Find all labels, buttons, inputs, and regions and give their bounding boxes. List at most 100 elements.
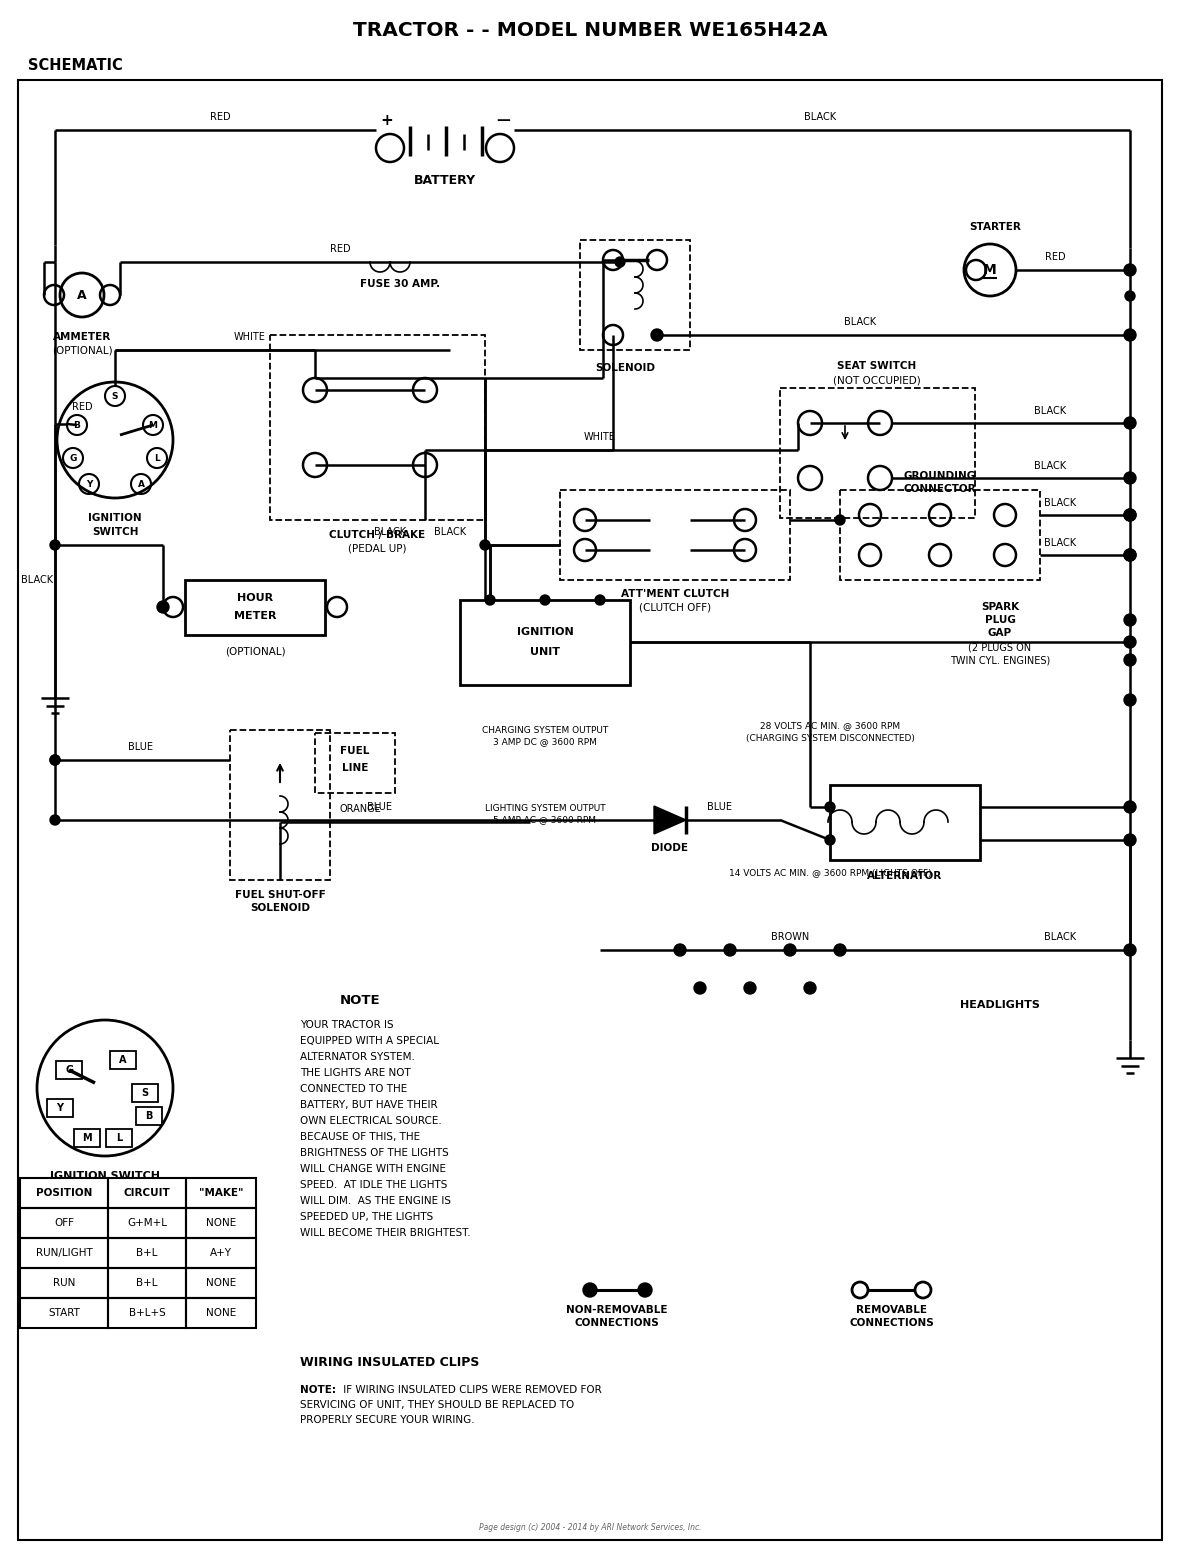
Bar xyxy=(230,730,330,881)
Text: B+L: B+L xyxy=(136,1247,158,1258)
Text: SOLENOID: SOLENOID xyxy=(595,364,655,373)
Bar xyxy=(186,1178,256,1208)
Text: BRIGHTNESS OF THE LIGHTS: BRIGHTNESS OF THE LIGHTS xyxy=(300,1149,448,1158)
Circle shape xyxy=(615,257,625,266)
Bar xyxy=(55,1061,81,1080)
Text: CONNECTIONS: CONNECTIONS xyxy=(850,1318,935,1327)
Text: ATT'MENT CLUTCH: ATT'MENT CLUTCH xyxy=(621,589,729,599)
Bar xyxy=(132,1084,158,1102)
Text: G: G xyxy=(70,453,77,462)
Text: FUSE 30 AMP.: FUSE 30 AMP. xyxy=(360,279,440,288)
Circle shape xyxy=(1125,263,1136,276)
Text: WILL BECOME THEIR BRIGHTEST.: WILL BECOME THEIR BRIGHTEST. xyxy=(300,1229,471,1238)
Text: SPEEDED UP, THE LIGHTS: SPEEDED UP, THE LIGHTS xyxy=(300,1211,433,1222)
Text: (CLUTCH OFF): (CLUTCH OFF) xyxy=(638,602,712,613)
Text: (OPTIONAL): (OPTIONAL) xyxy=(52,345,112,356)
Bar xyxy=(186,1297,256,1327)
Circle shape xyxy=(674,943,686,956)
Text: CONNECTOR: CONNECTOR xyxy=(904,484,976,494)
Bar xyxy=(20,1178,109,1208)
Text: POSITION: POSITION xyxy=(35,1188,92,1199)
Text: ALTERNATOR SYSTEM.: ALTERNATOR SYSTEM. xyxy=(300,1051,415,1062)
Text: BLACK: BLACK xyxy=(1044,498,1076,508)
Text: "MAKE": "MAKE" xyxy=(198,1188,243,1199)
Bar xyxy=(74,1128,100,1147)
Text: IGNITION: IGNITION xyxy=(517,627,573,638)
Circle shape xyxy=(480,541,490,550)
Circle shape xyxy=(651,329,663,342)
Text: B: B xyxy=(73,420,80,429)
Text: FUEL: FUEL xyxy=(340,746,369,755)
Text: B+L+S: B+L+S xyxy=(129,1308,165,1318)
Text: M: M xyxy=(149,420,157,429)
Text: NOTE: NOTE xyxy=(340,993,380,1006)
Bar xyxy=(20,1208,109,1238)
Text: BLACK: BLACK xyxy=(21,575,53,584)
Circle shape xyxy=(725,943,736,956)
Circle shape xyxy=(1125,834,1136,846)
Bar xyxy=(186,1238,256,1268)
Bar xyxy=(109,1297,186,1327)
Bar xyxy=(109,1268,186,1297)
Text: NONE: NONE xyxy=(205,1218,236,1229)
Text: TRACTOR - - MODEL NUMBER WE165H42A: TRACTOR - - MODEL NUMBER WE165H42A xyxy=(353,20,827,39)
Text: A: A xyxy=(138,480,144,489)
Text: (NOT OCCUPIED): (NOT OCCUPIED) xyxy=(833,375,920,385)
Text: ORANGE: ORANGE xyxy=(339,804,381,813)
Text: PROPERLY SECURE YOUR WIRING.: PROPERLY SECURE YOUR WIRING. xyxy=(300,1415,474,1424)
Text: 14 VOLTS AC MIN. @ 3600 RPM (LIGHTS OFF): 14 VOLTS AC MIN. @ 3600 RPM (LIGHTS OFF) xyxy=(729,868,931,878)
Bar xyxy=(136,1106,162,1125)
Circle shape xyxy=(50,541,60,550)
Circle shape xyxy=(638,1283,653,1297)
Circle shape xyxy=(1125,614,1136,625)
Bar xyxy=(186,1208,256,1238)
Text: SERVICING OF UNIT, THEY SHOULD BE REPLACED TO: SERVICING OF UNIT, THEY SHOULD BE REPLAC… xyxy=(300,1399,575,1410)
Text: IGNITION SWITCH: IGNITION SWITCH xyxy=(50,1171,160,1182)
Circle shape xyxy=(825,802,835,812)
Circle shape xyxy=(50,815,60,824)
Text: SPEED.  AT IDLE THE LIGHTS: SPEED. AT IDLE THE LIGHTS xyxy=(300,1180,447,1189)
Text: SWITCH: SWITCH xyxy=(92,527,138,537)
Text: WIRING INSULATED CLIPS: WIRING INSULATED CLIPS xyxy=(300,1357,479,1370)
Text: SOLENOID: SOLENOID xyxy=(250,903,310,914)
Text: A: A xyxy=(77,288,87,301)
Text: TWIN CYL. ENGINES): TWIN CYL. ENGINES) xyxy=(950,655,1050,664)
Text: STARTER: STARTER xyxy=(969,223,1021,232)
Text: FUEL SHUT-OFF: FUEL SHUT-OFF xyxy=(235,890,326,899)
Text: S: S xyxy=(112,392,118,401)
Text: GAP: GAP xyxy=(988,628,1012,638)
Bar xyxy=(270,335,485,520)
Text: NON-REMOVABLE: NON-REMOVABLE xyxy=(566,1305,668,1315)
Text: CLUTCH / BRAKE: CLUTCH / BRAKE xyxy=(329,530,425,541)
Text: BLACK: BLACK xyxy=(1044,537,1076,548)
Circle shape xyxy=(1125,509,1136,520)
Text: A: A xyxy=(119,1055,126,1066)
Circle shape xyxy=(1125,329,1136,342)
Text: WILL CHANGE WITH ENGINE: WILL CHANGE WITH ENGINE xyxy=(300,1164,446,1174)
Bar xyxy=(581,240,690,349)
Circle shape xyxy=(784,943,797,956)
Text: HOUR: HOUR xyxy=(237,592,273,603)
Circle shape xyxy=(1125,636,1136,649)
Circle shape xyxy=(157,602,169,613)
Text: RUN/LIGHT: RUN/LIGHT xyxy=(35,1247,92,1258)
Text: BLACK: BLACK xyxy=(804,111,837,122)
Circle shape xyxy=(1125,509,1136,520)
Text: CONNECTED TO THE: CONNECTED TO THE xyxy=(300,1084,407,1094)
Text: B: B xyxy=(145,1111,152,1120)
Circle shape xyxy=(825,835,835,845)
Text: M: M xyxy=(83,1133,92,1142)
Text: BLUE: BLUE xyxy=(708,802,733,812)
Text: BATTERY, BUT HAVE THEIR: BATTERY, BUT HAVE THEIR xyxy=(300,1100,438,1109)
Text: BECAUSE OF THIS, THE: BECAUSE OF THIS, THE xyxy=(300,1131,420,1142)
Text: START: START xyxy=(48,1308,80,1318)
Text: EQUIPPED WITH A SPECIAL: EQUIPPED WITH A SPECIAL xyxy=(300,1036,439,1047)
Text: BROWN: BROWN xyxy=(771,932,809,942)
Text: L: L xyxy=(155,453,159,462)
Text: IF WIRING INSULATED CLIPS WERE REMOVED FOR: IF WIRING INSULATED CLIPS WERE REMOVED F… xyxy=(340,1385,602,1395)
Text: RED: RED xyxy=(210,111,230,122)
Circle shape xyxy=(1125,943,1136,956)
Text: PLUG: PLUG xyxy=(984,614,1016,625)
Text: RED: RED xyxy=(329,244,350,254)
Text: (CHARGING SYSTEM DISCONNECTED): (CHARGING SYSTEM DISCONNECTED) xyxy=(746,733,914,743)
